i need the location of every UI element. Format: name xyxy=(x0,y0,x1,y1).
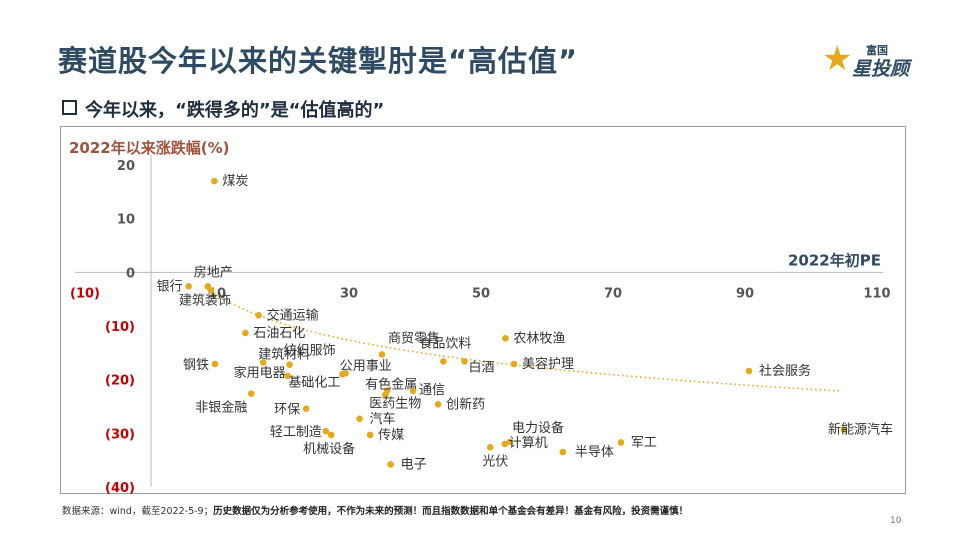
data-label: 计算机 xyxy=(509,436,548,451)
data-label: 非银金融 xyxy=(195,400,247,416)
data-point xyxy=(440,358,447,365)
y-tick-label: (30) xyxy=(105,427,135,442)
y-tick-label: (10) xyxy=(105,320,135,335)
checkbox-bullet-icon xyxy=(62,100,77,115)
data-point xyxy=(259,359,267,366)
data-label: 石油石化 xyxy=(253,326,305,341)
data-point xyxy=(486,443,494,451)
data-label: 美容护理 xyxy=(522,356,574,372)
data-point xyxy=(302,405,310,412)
data-point xyxy=(207,287,215,294)
data-point xyxy=(387,461,394,468)
data-point xyxy=(255,311,262,319)
data-label: 军工 xyxy=(631,435,657,450)
data-point xyxy=(506,438,514,446)
data-point xyxy=(559,448,567,456)
data-label: 轻工制造 xyxy=(270,425,322,440)
data-point xyxy=(242,329,249,337)
logo-small-text: 富国 xyxy=(866,44,888,57)
page-number: 10 xyxy=(890,516,902,526)
data-label: 有色金属 xyxy=(365,376,417,392)
data-label: 社会服务 xyxy=(759,363,811,379)
data-label: 电子 xyxy=(401,457,427,472)
data-point xyxy=(409,387,417,395)
data-label: 建筑材料 xyxy=(258,346,310,362)
data-point xyxy=(356,415,363,423)
data-label: 光伏 xyxy=(482,454,508,469)
data-point xyxy=(461,358,468,365)
subtitle-text: 今年以来，“跌得多的”是“估值高的” xyxy=(85,100,385,121)
data-label: 建筑装饰 xyxy=(179,293,231,309)
data-point xyxy=(327,431,335,439)
data-label: 农林牧渔 xyxy=(513,331,565,346)
data-point xyxy=(248,390,255,397)
footnote: 数据来源：wind，截至2022-5-9；历史数据仅为分析参考使用，不作为未来的… xyxy=(62,503,688,517)
data-point xyxy=(502,335,509,342)
data-point xyxy=(382,391,389,398)
data-label: 传媒 xyxy=(378,428,404,443)
y-tick-label: 20 xyxy=(117,159,135,174)
data-label: 新能源汽车 xyxy=(828,422,893,438)
x-tick-label: 70 xyxy=(604,286,622,301)
page-title: 赛道股今年以来的关键掣肘是“高估值” xyxy=(58,44,579,78)
brand-logo: ★ 富国 星投顾 xyxy=(822,38,932,82)
data-point xyxy=(366,431,374,439)
data-point xyxy=(510,360,518,368)
data-point xyxy=(840,426,848,433)
data-label: 汽车 xyxy=(370,411,396,427)
x-tick-label: 30 xyxy=(340,286,358,301)
data-point xyxy=(745,367,753,375)
x-tick-label: (10) xyxy=(70,286,100,301)
x-axis-title: 2022年初PE xyxy=(788,251,881,269)
data-label: 食品饮料 xyxy=(419,335,471,351)
x-tick-label: 110 xyxy=(863,286,890,301)
data-label: 白酒 xyxy=(469,359,495,375)
data-point xyxy=(322,427,330,435)
data-label: 创新药 xyxy=(446,396,485,412)
data-point xyxy=(284,372,291,380)
star-icon: ★ xyxy=(822,39,853,79)
y-axis-title: 2022年以来涨跌幅(%) xyxy=(69,139,230,157)
data-point xyxy=(617,439,625,446)
data-label: 环保 xyxy=(274,403,300,418)
y-tick-label: (40) xyxy=(105,481,135,495)
data-point xyxy=(211,360,219,368)
y-tick-label: 10 xyxy=(117,213,135,228)
data-label: 半导体 xyxy=(575,445,614,460)
data-label: 纺织服饰 xyxy=(284,344,336,359)
data-label: 基础化工 xyxy=(288,375,340,390)
x-tick-label: 50 xyxy=(472,286,490,301)
subtitle: 今年以来，“跌得多的”是“估值高的” xyxy=(62,96,384,122)
scatter-chart: 2022年以来涨跌幅(%) 2022年初PE (10) 10 30 50 70 90 110 20… xyxy=(69,139,893,495)
data-point xyxy=(501,440,509,448)
y-tick-label: 0 xyxy=(126,266,135,281)
data-label: 通信 xyxy=(419,383,445,398)
x-tick-label: 90 xyxy=(736,286,754,301)
chart-frame: 2022年以来涨跌幅(%) 2022年初PE (10) 10 30 50 70 90 110 20… xyxy=(60,126,906,495)
data-label: 机械设备 xyxy=(303,441,355,457)
data-point xyxy=(185,282,192,290)
footnote-disclaimer: 历史数据仅为分析参考使用，不作为未来的预测！而且指数数据和单个基金会有差异！基金… xyxy=(213,506,689,517)
data-label: 交通运输 xyxy=(267,307,319,323)
y-tick-label: (20) xyxy=(105,374,135,389)
data-label: 银行 xyxy=(157,279,183,294)
data-label: 医药生物 xyxy=(369,397,421,412)
data-point xyxy=(286,361,293,368)
data-label: 家用电器 xyxy=(234,365,286,381)
data-label: 煤炭 xyxy=(222,174,248,189)
data-label: 商贸零售 xyxy=(388,330,440,346)
data-point xyxy=(434,401,442,408)
logo-big-text: 星投顾 xyxy=(852,58,910,80)
data-point xyxy=(211,177,218,185)
trendline xyxy=(206,288,841,392)
data-point xyxy=(378,351,386,358)
data-label: 电力设备 xyxy=(512,420,564,436)
data-label: 钢铁 xyxy=(183,358,209,373)
footnote-source: 数据来源：wind，截至2022-5-9； xyxy=(62,506,214,517)
data-label: 公用事业 xyxy=(340,359,392,374)
data-label: 房地产 xyxy=(194,264,233,280)
data-point xyxy=(342,369,350,377)
